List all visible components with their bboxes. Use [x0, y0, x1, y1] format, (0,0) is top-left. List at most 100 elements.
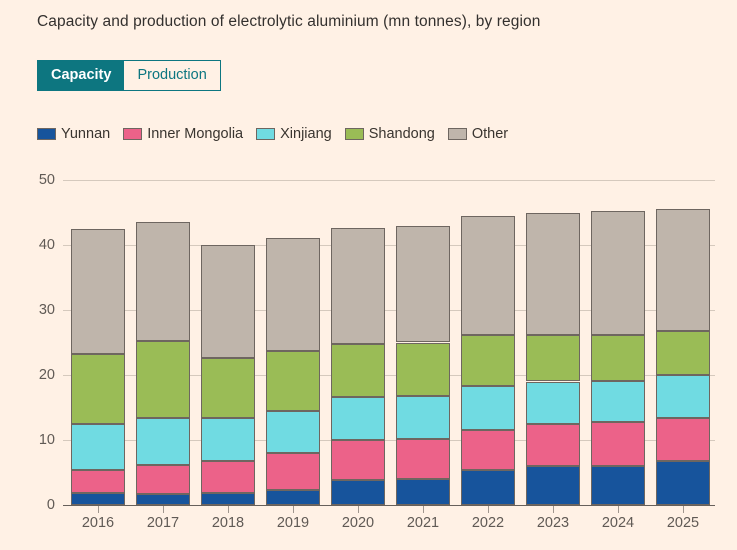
bar-2018-shandong — [201, 358, 255, 418]
bar-2023-inner-mongolia — [526, 423, 580, 466]
bar-2021-other — [396, 226, 450, 343]
legend-label-xinjiang: Xinjiang — [280, 126, 332, 142]
y-axis-label-50: 50 — [38, 172, 55, 188]
bar-2025-yunnan — [656, 461, 710, 505]
bar-2024-shandong — [591, 334, 645, 381]
bar-2018-yunnan — [201, 493, 255, 505]
gridline-50 — [63, 180, 715, 181]
bar-2017-yunnan — [136, 493, 190, 505]
bar-2024-xinjiang — [591, 380, 645, 423]
x-axis-label-2017: 2017 — [146, 515, 180, 531]
x-axis-label-2024: 2024 — [601, 515, 635, 531]
bar-2024-other — [591, 211, 645, 335]
legend-swatch-shandong — [344, 128, 364, 140]
x-axis-tick-2019 — [293, 506, 294, 513]
x-axis-label-2025: 2025 — [666, 515, 700, 531]
y-axis-label-0: 0 — [46, 497, 55, 513]
bar-2016-shandong — [71, 354, 125, 424]
bar-2016-inner-mongolia — [71, 469, 125, 494]
bar-2024-inner-mongolia — [591, 422, 645, 466]
bar-2023-yunnan — [526, 466, 580, 505]
legend-label-shandong: Shandong — [368, 126, 435, 142]
tab-capacity[interactable]: Capacity — [38, 61, 125, 90]
x-axis-tick-2016 — [98, 506, 99, 513]
bar-2021-xinjiang — [396, 395, 450, 439]
legend-item-other: Other — [447, 126, 509, 142]
bar-2020-other — [331, 228, 385, 344]
x-axis-label-2018: 2018 — [211, 515, 245, 531]
bar-2020-shandong — [331, 343, 385, 398]
bar-2022-shandong — [461, 335, 515, 387]
bar-2025-xinjiang — [656, 375, 710, 418]
bar-2019-inner-mongolia — [266, 453, 320, 491]
bar-2016-other — [71, 228, 125, 355]
tab-production[interactable]: Production — [124, 61, 219, 90]
legend-label-yunnan: Yunnan — [61, 126, 111, 142]
y-axis-label-30: 30 — [38, 302, 55, 318]
bar-2023-shandong — [526, 335, 580, 382]
bar-2023-other — [526, 213, 580, 336]
x-axis-label-2023: 2023 — [536, 515, 570, 531]
tab-group: Capacity Production — [37, 60, 221, 91]
bar-2018-other — [201, 245, 255, 359]
x-axis-line — [63, 505, 715, 506]
bar-2019-shandong — [266, 350, 320, 411]
x-axis-tick-2020 — [358, 506, 359, 513]
legend-item-shandong: Shandong — [344, 126, 435, 142]
bar-2020-yunnan — [331, 480, 385, 505]
bar-2020-inner-mongolia — [331, 440, 385, 481]
bar-2025-inner-mongolia — [656, 417, 710, 462]
bar-2025-other — [656, 209, 710, 332]
y-axis-label-40: 40 — [38, 237, 55, 253]
legend-label-inner-mongolia: Inner Mongolia — [147, 126, 244, 142]
bar-2021-inner-mongolia — [396, 438, 450, 479]
x-axis-tick-2021 — [423, 506, 424, 513]
bar-2022-other — [461, 215, 515, 336]
bar-2016-xinjiang — [71, 423, 125, 470]
x-axis-tick-2025 — [683, 506, 684, 513]
bar-2018-inner-mongolia — [201, 460, 255, 494]
legend-item-inner-mongolia: Inner Mongolia — [123, 126, 243, 142]
bar-2017-shandong — [136, 341, 190, 418]
x-axis-tick-2018 — [228, 506, 229, 513]
legend-item-yunnan: Yunnan — [37, 126, 110, 142]
legend-label-other: Other — [471, 126, 509, 142]
legend-swatch-inner-mongolia — [123, 128, 143, 140]
y-axis-label-10: 10 — [38, 432, 55, 448]
x-axis-label-2021: 2021 — [406, 515, 440, 531]
legend: Yunnan Inner Mongolia Xinjiang Shandong Othe… — [37, 126, 508, 142]
chart-title: Capacity and production of electrolytic … — [37, 13, 541, 30]
x-axis-tick-2024 — [618, 506, 619, 513]
bar-2017-other — [136, 222, 190, 342]
gridline-40 — [63, 245, 715, 246]
x-axis-tick-2023 — [553, 506, 554, 513]
legend-item-xinjiang: Xinjiang — [256, 126, 332, 142]
legend-swatch-yunnan — [37, 128, 56, 140]
bar-2022-inner-mongolia — [461, 429, 515, 470]
x-axis-label-2019: 2019 — [276, 515, 310, 531]
gridline-20 — [63, 375, 715, 376]
legend-swatch-other — [447, 128, 467, 140]
bar-2022-yunnan — [461, 469, 515, 505]
legend-swatch-xinjiang — [256, 128, 276, 140]
bar-2020-xinjiang — [331, 397, 385, 440]
gridline-10 — [63, 440, 715, 441]
x-axis-label-2020: 2020 — [341, 515, 375, 531]
x-axis-label-2022: 2022 — [471, 515, 505, 531]
bar-2023-xinjiang — [526, 381, 580, 424]
y-axis-label-20: 20 — [38, 367, 55, 383]
x-axis-label-2016: 2016 — [81, 515, 115, 531]
bar-2021-yunnan — [396, 479, 450, 505]
bar-2022-xinjiang — [461, 386, 515, 430]
bar-2017-xinjiang — [136, 417, 190, 466]
gridline-30 — [63, 310, 715, 311]
bar-2021-shandong — [396, 342, 450, 396]
bar-2019-xinjiang — [266, 410, 320, 453]
x-axis-tick-2022 — [488, 506, 489, 513]
bar-2017-inner-mongolia — [136, 465, 190, 494]
bar-2024-yunnan — [591, 466, 645, 505]
bar-2019-other — [266, 237, 320, 351]
bar-2025-shandong — [656, 331, 710, 375]
bar-2016-yunnan — [71, 493, 125, 505]
